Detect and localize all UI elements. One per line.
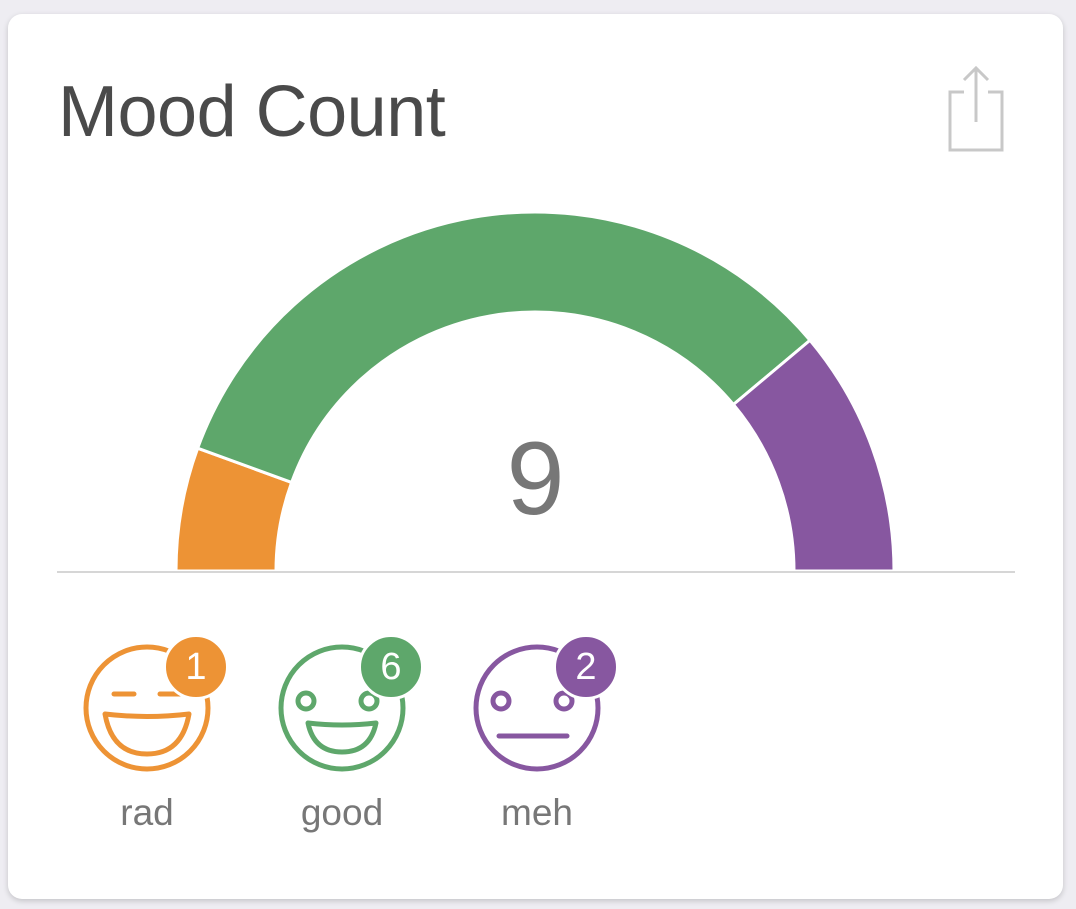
total-count: 9 [506, 421, 565, 537]
mood-label: good [300, 792, 384, 833]
meh-face-icon [473, 644, 601, 772]
gauge-baseline [57, 571, 1015, 573]
mood-list: 1 rad 6 good 2 meh [78, 634, 663, 835]
gauge-segment-good [195, 210, 813, 485]
card-title: Mood Count [58, 72, 446, 152]
mood-item-meh[interactable]: 2 meh [468, 634, 619, 835]
mood-gauge-chart [174, 210, 896, 573]
mood-label: rad [120, 792, 174, 833]
mood-count-badge: 1 [163, 634, 229, 700]
mood-label: meh [501, 792, 573, 833]
mood-item-good[interactable]: 6 good [273, 634, 424, 835]
mood-count-card: Mood Count 9 1 rad [8, 14, 1063, 899]
mood-count-badge: 6 [358, 634, 424, 700]
good-face-icon [278, 644, 406, 772]
share-icon [948, 65, 1004, 152]
mood-item-rad[interactable]: 1 rad [78, 634, 229, 835]
rad-face-icon [83, 644, 211, 772]
mood-count-badge: 2 [553, 634, 619, 700]
share-button[interactable] [944, 65, 1008, 154]
